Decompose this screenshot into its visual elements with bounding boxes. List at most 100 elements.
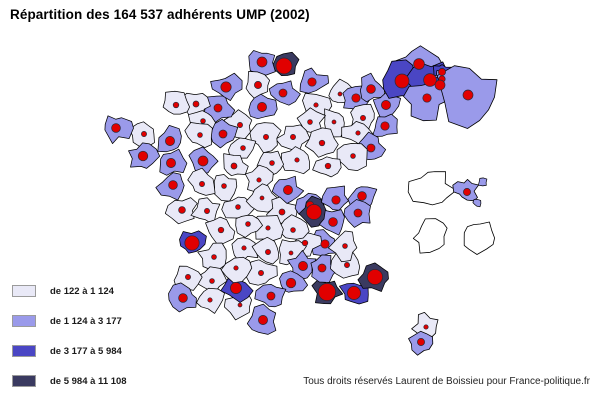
- circle-department-15: [318, 139, 326, 147]
- legend-item-3: de 5 984 à 11 108: [12, 366, 212, 396]
- circle-department-10: [380, 121, 390, 131]
- circle-department-82: [185, 274, 191, 280]
- circle-department-44: [178, 206, 186, 214]
- circle-department-43: [168, 180, 178, 190]
- circle-department-29: [172, 101, 180, 109]
- circle-department-53: [357, 191, 367, 201]
- circle-department-18: [350, 153, 356, 159]
- circle-department-70: [317, 263, 327, 273]
- circle-department-22: [263, 134, 269, 140]
- circle-department-3: [278, 88, 288, 98]
- circle-department-19: [324, 162, 332, 170]
- circle-department-76: [258, 315, 268, 325]
- circle-idf-0: [413, 58, 425, 70]
- circle-department-25: [213, 103, 223, 113]
- circle-department-33: [165, 136, 175, 146]
- circle-department-26: [220, 81, 232, 93]
- circle-department-0: [275, 57, 293, 75]
- legend-item-1: de 1 124 à 3 177: [12, 306, 212, 336]
- circle-department-60: [245, 221, 251, 227]
- circle-idf-1: [394, 73, 410, 89]
- circle-idf-2: [423, 73, 437, 87]
- circle-department-61: [217, 226, 225, 234]
- overseas-guyane: [407, 171, 457, 206]
- circle-department-42: [199, 181, 205, 187]
- proportional-circles-layer: [111, 56, 474, 346]
- page-title: Répartition des 164 537 adhérents UMP (2…: [10, 7, 310, 22]
- circle-corsica-0: [423, 324, 429, 330]
- circle-overseas-1: [463, 188, 471, 196]
- circle-department-28: [192, 100, 200, 108]
- circle-department-27: [257, 102, 267, 112]
- circle-department-83: [178, 293, 188, 303]
- circle-department-71: [347, 286, 361, 300]
- circle-department-30: [200, 118, 206, 124]
- legend-swatch-2: [12, 345, 36, 357]
- circle-department-23: [240, 145, 246, 151]
- overseas-inset-layer: [407, 171, 496, 255]
- circle-department-5: [313, 102, 319, 108]
- circle-department-81: [209, 278, 215, 284]
- legend-item-2: de 3 177 à 5 984: [12, 336, 212, 366]
- legend-label-1: de 1 124 à 3 177: [50, 315, 122, 327]
- circle-department-65: [265, 249, 271, 255]
- circle-department-32: [197, 132, 203, 138]
- corsica-inset-layer: [408, 311, 439, 356]
- circle-department-73: [344, 262, 350, 268]
- circle-department-8: [366, 84, 376, 94]
- circle-department-48: [283, 185, 293, 195]
- legend-item-0: de 122 à 1 124: [12, 276, 212, 306]
- circle-department-56: [320, 239, 330, 249]
- circle-department-13: [307, 119, 313, 125]
- circle-idf-6: [422, 93, 432, 103]
- overseas-les-saintes: [478, 177, 488, 187]
- circle-department-68: [285, 277, 297, 289]
- circle-department-64: [241, 245, 247, 251]
- circle-department-67: [298, 261, 308, 271]
- circle-department-80: [233, 265, 239, 271]
- circle-department-2: [254, 81, 262, 89]
- circle-idf-5: [434, 79, 446, 91]
- circle-department-77: [237, 302, 243, 308]
- circle-department-49: [278, 208, 286, 216]
- circle-department-37: [166, 158, 176, 168]
- overseas-martinique: [463, 221, 496, 255]
- circle-department-12: [331, 119, 337, 125]
- circle-department-4: [307, 77, 317, 87]
- circle-department-20: [294, 157, 300, 163]
- circle-department-51: [306, 204, 322, 220]
- circle-department-46: [235, 204, 241, 210]
- circle-department-78: [230, 282, 242, 294]
- circle-department-72: [367, 269, 383, 285]
- circle-department-40: [256, 177, 262, 183]
- circle-department-59: [265, 225, 271, 231]
- circle-corsica-1: [417, 338, 425, 346]
- circle-department-66: [288, 250, 294, 256]
- circle-department-16: [355, 130, 361, 136]
- circle-department-38: [197, 155, 209, 167]
- circle-department-35: [111, 123, 121, 133]
- circle-department-31: [218, 129, 228, 139]
- circle-idf-3: [438, 68, 446, 76]
- circle-department-14: [290, 134, 296, 140]
- circle-department-62: [184, 235, 200, 251]
- circle-department-7: [351, 93, 361, 103]
- circle-department-58: [290, 227, 296, 233]
- circle-department-69: [318, 283, 336, 301]
- legend-swatch-3: [12, 375, 36, 387]
- circle-idf-7: [462, 89, 474, 101]
- legend-label-2: de 3 177 à 5 984: [50, 345, 122, 357]
- circle-department-9: [381, 100, 391, 110]
- circle-department-6: [337, 91, 343, 97]
- circle-department-52: [331, 195, 341, 205]
- circle-department-63: [211, 254, 217, 260]
- circle-department-39: [230, 162, 238, 170]
- circle-department-45: [204, 208, 210, 214]
- overseas-réunion: [412, 218, 448, 254]
- circle-department-17: [366, 143, 376, 153]
- circle-department-36: [137, 150, 149, 162]
- circle-department-24: [237, 122, 243, 128]
- circle-department-79: [258, 270, 264, 276]
